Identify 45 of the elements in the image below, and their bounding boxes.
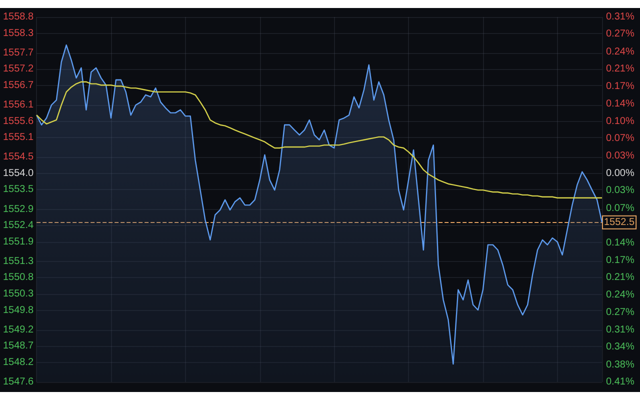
y2-tick-label: 0.17% xyxy=(606,255,634,266)
y2-tick-label: 0.17% xyxy=(606,80,634,92)
y-tick-label: 1548.2 xyxy=(2,356,34,368)
y2-tick-label: 0.31% xyxy=(606,324,634,336)
y2-tick-label: 0.07% xyxy=(606,133,634,144)
y-tick-label: 1554.5 xyxy=(2,152,34,163)
y-tick-label: 1556.7 xyxy=(2,80,34,91)
y2-tick-label: 0.41% xyxy=(606,376,634,388)
y-tick-label: 1557.7 xyxy=(2,47,34,58)
y-tick-label: 1552.9 xyxy=(2,204,34,215)
y-tick-label: 1558.8 xyxy=(2,12,34,22)
y-tick-label: 1551.9 xyxy=(2,236,34,248)
y2-tick-label: 0.34% xyxy=(606,342,634,353)
y2-tick-label: 0.31% xyxy=(606,12,634,22)
y2-tick-label: 0.38% xyxy=(606,359,634,370)
y-tick-label: 1554.0 xyxy=(2,168,34,179)
y-tick-label: 1555.1 xyxy=(2,132,34,144)
y-tick-label: 1547.6 xyxy=(2,376,34,388)
y2-tick-label: 0.21% xyxy=(606,64,634,75)
y2-tick-label: 0.27% xyxy=(606,28,634,40)
y-tick-label: 1549.8 xyxy=(2,304,34,316)
y-tick-label: 1553.5 xyxy=(2,184,34,196)
y-tick-label: 1558.3 xyxy=(2,28,34,39)
y2-tick-label: 0.21% xyxy=(606,272,634,284)
y2-tick-label: 0.24% xyxy=(606,46,634,58)
y-tick-label: 1550.8 xyxy=(2,272,34,284)
y2-tick-label: 0.03% xyxy=(606,150,634,162)
y2-tick-label: 0.00% xyxy=(606,168,634,179)
y2-tick-label: 0.14% xyxy=(606,98,634,110)
y2-tick-label: 0.14% xyxy=(606,237,634,248)
y-tick-label: 1556.1 xyxy=(2,99,34,110)
y2-tick-label: 0.10% xyxy=(606,116,634,127)
ref-line-label: 1552.5 xyxy=(604,216,636,228)
y-tick-label: 1549.2 xyxy=(2,324,34,336)
y2-tick-label: 0.24% xyxy=(606,289,634,300)
y-tick-label: 1555.6 xyxy=(2,116,34,127)
y-tick-label: 1551.3 xyxy=(2,256,34,267)
y-tick-label: 1548.7 xyxy=(2,340,34,352)
y2-tick-label: 0.07% xyxy=(606,202,634,214)
y-tick-label: 1557.2 xyxy=(2,64,34,75)
line-series xyxy=(36,81,603,198)
y-tick-label: 1552.4 xyxy=(2,220,34,232)
y-tick-label: 1550.3 xyxy=(2,288,34,300)
y2-tick-label: 0.27% xyxy=(606,307,634,318)
y2-tick-label: 0.03% xyxy=(606,185,634,196)
